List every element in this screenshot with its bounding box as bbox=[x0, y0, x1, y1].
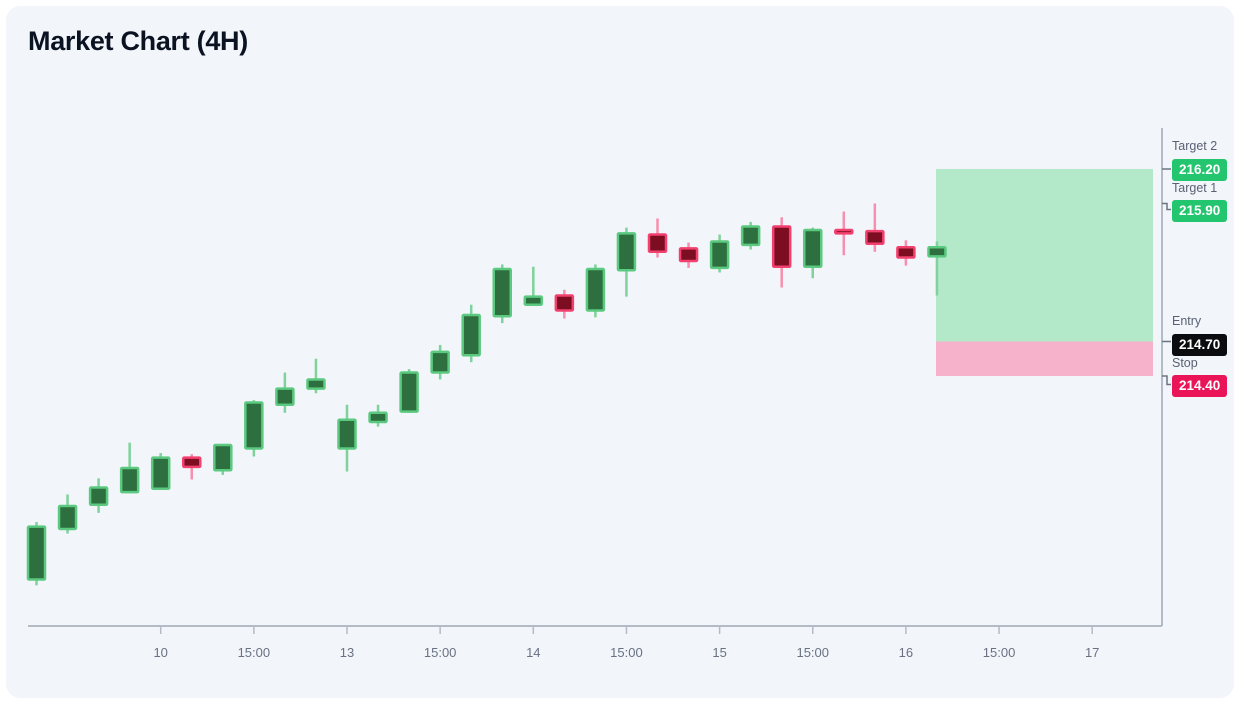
candle-body bbox=[803, 228, 823, 268]
candle[interactable] bbox=[430, 344, 450, 380]
x-axis-label: 15:00 bbox=[238, 645, 271, 660]
candle[interactable] bbox=[119, 442, 140, 494]
candle-body bbox=[554, 294, 575, 312]
entry-price-badge[interactable]: 214.70 bbox=[1172, 334, 1228, 356]
candle[interactable] bbox=[771, 217, 792, 288]
candle[interactable] bbox=[647, 218, 668, 258]
candle-body bbox=[896, 245, 916, 259]
stop-price-badge[interactable]: 214.40 bbox=[1172, 375, 1228, 397]
candle-body bbox=[678, 247, 699, 263]
x-axis-label: 15:00 bbox=[796, 645, 829, 660]
candle-body bbox=[88, 486, 109, 507]
candle-body bbox=[399, 371, 419, 413]
candle-body bbox=[834, 228, 854, 235]
candle-body bbox=[709, 240, 730, 270]
candle-body bbox=[337, 418, 357, 450]
profit-zone[interactable] bbox=[936, 169, 1153, 342]
candle-body bbox=[461, 313, 481, 357]
candle[interactable] bbox=[275, 372, 295, 413]
candle-body bbox=[740, 225, 761, 247]
candle[interactable] bbox=[834, 211, 854, 256]
candle-body bbox=[616, 232, 637, 272]
x-axis-label: 15 bbox=[712, 645, 726, 660]
x-axis-label: 15:00 bbox=[424, 645, 457, 660]
candle[interactable] bbox=[492, 264, 512, 324]
candle[interactable] bbox=[461, 304, 481, 363]
chart-title: Market Chart (4H) bbox=[28, 26, 248, 56]
candle[interactable] bbox=[740, 221, 761, 250]
candle[interactable] bbox=[678, 242, 699, 268]
candle-body bbox=[523, 295, 544, 306]
x-axis-label: 15:00 bbox=[983, 645, 1016, 660]
x-axis-label: 13 bbox=[340, 645, 354, 660]
candle-body bbox=[647, 233, 668, 254]
candle[interactable] bbox=[927, 241, 947, 296]
candle-body bbox=[213, 443, 233, 472]
candle[interactable] bbox=[399, 369, 419, 413]
candle[interactable] bbox=[337, 404, 357, 472]
x-axis-label: 17 bbox=[1085, 645, 1099, 660]
candle[interactable] bbox=[865, 203, 885, 252]
candle-body bbox=[865, 229, 885, 246]
price-tick-stop bbox=[1162, 375, 1171, 386]
x-axis-label: 16 bbox=[899, 645, 913, 660]
candle[interactable] bbox=[244, 400, 264, 457]
price-tick-target-1 bbox=[1162, 202, 1171, 211]
candle[interactable] bbox=[709, 234, 730, 273]
candle[interactable] bbox=[150, 453, 171, 490]
candle[interactable] bbox=[368, 404, 388, 427]
candle[interactable] bbox=[182, 454, 202, 480]
candle[interactable] bbox=[554, 289, 575, 319]
candle[interactable] bbox=[803, 227, 823, 279]
candle-body bbox=[368, 411, 388, 424]
candle[interactable] bbox=[896, 240, 916, 266]
candle-body bbox=[306, 378, 326, 390]
candle[interactable] bbox=[57, 494, 78, 534]
candle[interactable] bbox=[585, 264, 606, 318]
candle-body bbox=[57, 504, 78, 531]
target-2-price-badge[interactable]: 216.20 bbox=[1172, 159, 1228, 181]
x-axis-label: 14 bbox=[526, 645, 540, 660]
candle-body bbox=[182, 456, 202, 469]
candle-body bbox=[275, 387, 295, 406]
x-axis-label: 10 bbox=[153, 645, 167, 660]
x-axis-label: 15:00 bbox=[610, 645, 643, 660]
target-1-price-badge[interactable]: 215.90 bbox=[1172, 200, 1228, 222]
candle[interactable] bbox=[523, 266, 544, 306]
candle-body bbox=[26, 525, 47, 581]
candle-body bbox=[771, 225, 792, 268]
loss-zone[interactable] bbox=[936, 341, 1153, 377]
candle-body bbox=[150, 456, 171, 490]
candle-body bbox=[430, 350, 450, 374]
candle-body bbox=[119, 466, 140, 494]
candle-body bbox=[492, 267, 512, 318]
candle[interactable] bbox=[26, 522, 47, 586]
candle-body bbox=[927, 245, 947, 258]
candle[interactable] bbox=[88, 478, 109, 513]
candle-body bbox=[244, 401, 264, 450]
candle-body bbox=[585, 267, 606, 312]
candle[interactable] bbox=[213, 443, 233, 475]
candle[interactable] bbox=[306, 358, 326, 394]
candle[interactable] bbox=[616, 227, 637, 297]
